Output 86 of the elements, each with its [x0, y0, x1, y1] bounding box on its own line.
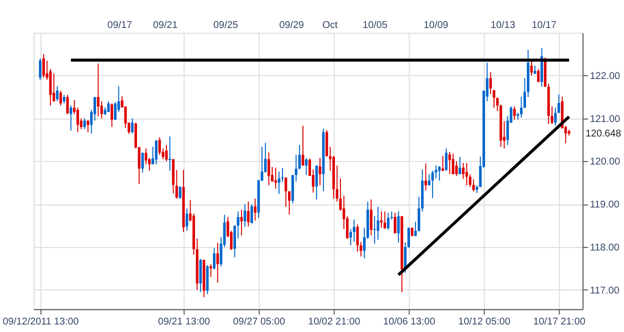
candlestick: [158, 136, 161, 156]
candlestick: [83, 118, 86, 130]
candlestick: [278, 171, 280, 194]
candlestick: [370, 198, 372, 236]
candlestick: [444, 148, 448, 172]
candlestick: [268, 152, 270, 186]
candlestick: [384, 210, 386, 230]
candlestick: [186, 208, 188, 232]
candlestick: [247, 201, 250, 227]
y-tick-label: 118.00: [590, 242, 620, 254]
candlestick: [520, 96, 523, 118]
candlestick: [216, 242, 219, 284]
text: 09/21: [152, 20, 178, 31]
candlestick: [458, 156, 462, 175]
candlestick: [250, 204, 254, 224]
candlestick: [455, 160, 458, 176]
candlestick: [244, 204, 246, 228]
y-tick-label: 117.00: [590, 285, 620, 296]
candlestick: [110, 102, 114, 128]
candlestick: [386, 212, 390, 230]
candlestick: [165, 144, 168, 162]
candlestick: [288, 190, 291, 215]
candlestick: [394, 212, 396, 234]
candlestick: [424, 162, 428, 191]
text: 10/05: [362, 20, 388, 31]
candlestick: [468, 174, 472, 188]
candlestick: [315, 165, 318, 200]
text: 09/17: [107, 20, 132, 31]
candlestick: [56, 86, 59, 102]
candlestick: [59, 90, 62, 106]
candlestick: [373, 216, 376, 244]
text: 09/25: [213, 20, 239, 31]
candlestick: [212, 247, 216, 270]
candlestick: [168, 136, 172, 172]
text: 10/13: [490, 20, 516, 31]
x-tick-label: 09/21 13:00: [158, 316, 211, 328]
y-tick-label: 121.00: [590, 114, 621, 125]
candlestick: [199, 258, 202, 293]
candlestick: [448, 151, 451, 175]
candlestick: [178, 186, 182, 200]
candlestick: [52, 72, 56, 102]
candlestick: [302, 125, 304, 166]
candlestick: [42, 54, 45, 78]
text: Oct: [322, 20, 338, 31]
candlestick: [96, 63, 100, 117]
candlestick: [537, 68, 540, 82]
candlestick: [554, 107, 557, 126]
candlestick: [254, 198, 256, 221]
x-tick-label: 10/17 21:00: [533, 316, 586, 328]
y-tick-label: 120.00: [590, 156, 621, 168]
candlestick: [131, 118, 134, 134]
candlestick: [240, 209, 243, 236]
candlestick: [356, 224, 359, 252]
candlestick: [284, 177, 288, 208]
candlestick: [397, 210, 400, 244]
candlestick: [86, 120, 90, 133]
candlestick: [210, 264, 212, 278]
text: 10/17: [532, 20, 556, 31]
y-tick-label: 119.00: [590, 200, 620, 211]
candlestick: [274, 167, 277, 190]
candlestick: [100, 100, 103, 119]
candlestick: [513, 106, 516, 120]
candlestick: [305, 157, 308, 176]
text: 09/29: [279, 20, 304, 31]
candlestick: [154, 139, 158, 165]
candlestick: [38, 58, 42, 80]
x-tick-label: 10/12 05:00: [458, 316, 511, 328]
x-tick-label: 09/27 05:00: [233, 316, 286, 328]
candlestick: [70, 105, 72, 131]
candlestick: [442, 155, 444, 172]
y-tick-label: 122.00: [590, 71, 621, 82]
candlestick: [318, 157, 322, 186]
x-tick-label: 10/02 21:00: [308, 316, 361, 328]
candlestick: [452, 153, 454, 175]
candlestick: [489, 72, 492, 94]
candlestick: [376, 206, 380, 240]
candlestick: [380, 210, 383, 228]
candlestick: [530, 60, 533, 76]
candlestick: [141, 152, 144, 173]
candlestick: [465, 162, 468, 186]
text: 120.648: [585, 128, 622, 140]
candlestick: [352, 219, 356, 242]
x-tick-label: 10/06 13:00: [383, 316, 436, 328]
x-tick-label: 09/12/2011 13:00: [2, 316, 80, 328]
text: 10/09: [424, 20, 449, 31]
candlestick: [66, 94, 69, 115]
